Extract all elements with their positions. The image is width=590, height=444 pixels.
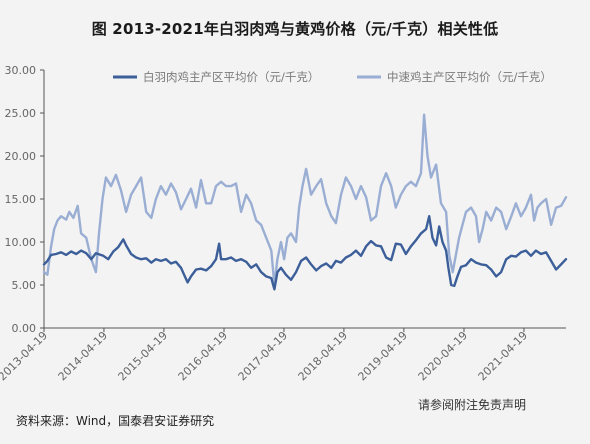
y-tick-label: 0.00 (12, 322, 37, 335)
chart-axes: 0.00 5.00 10.00 15.00 20.00 25.00 30.00 2013-04… (0, 64, 566, 383)
y-tick-label: 20.00 (5, 150, 37, 163)
chart-legend: 白羽肉鸡主产区平均价（元/千克） 中速鸡主产区平均价（元/千克） (113, 70, 552, 84)
chart-series (42, 113, 568, 291)
y-tick-label: 25.00 (5, 107, 37, 120)
y-tick-label: 15.00 (5, 193, 37, 206)
legend-label-1: 白羽肉鸡主产区平均价（元/千克） (143, 70, 319, 84)
y-tick-label: 10.00 (5, 236, 37, 249)
y-tick-label: 5.00 (12, 279, 37, 292)
x-tick-label: 2021-04-19 (476, 329, 530, 383)
x-tick-label: 2015-04-19 (116, 329, 170, 383)
x-tick-label: 2018-04-19 (296, 329, 350, 383)
x-tick-label: 2019-04-19 (356, 329, 410, 383)
x-tick-label: 2013-04-19 (0, 329, 50, 383)
series-line-1 (42, 215, 568, 291)
y-tick-label: 30.00 (5, 64, 37, 77)
disclaimer-note: 请参阅附注免责声明 (418, 398, 527, 412)
legend-label-2: 中速鸡主产区平均价（元/千克） (387, 70, 552, 84)
source-note: 资料来源：Wind，国泰君安证券研究 (16, 414, 215, 428)
x-tick-label: 2017-04-19 (236, 329, 290, 383)
x-tick-label: 2016-04-19 (176, 329, 230, 383)
chart-title: 图 2013-2021年白羽肉鸡与黄鸡价格（元/千克）相关性低 (91, 20, 499, 38)
series-line-2 (42, 113, 568, 287)
x-tick-label: 2020-04-19 (416, 329, 470, 383)
x-tick-label: 2014-04-19 (56, 329, 110, 383)
